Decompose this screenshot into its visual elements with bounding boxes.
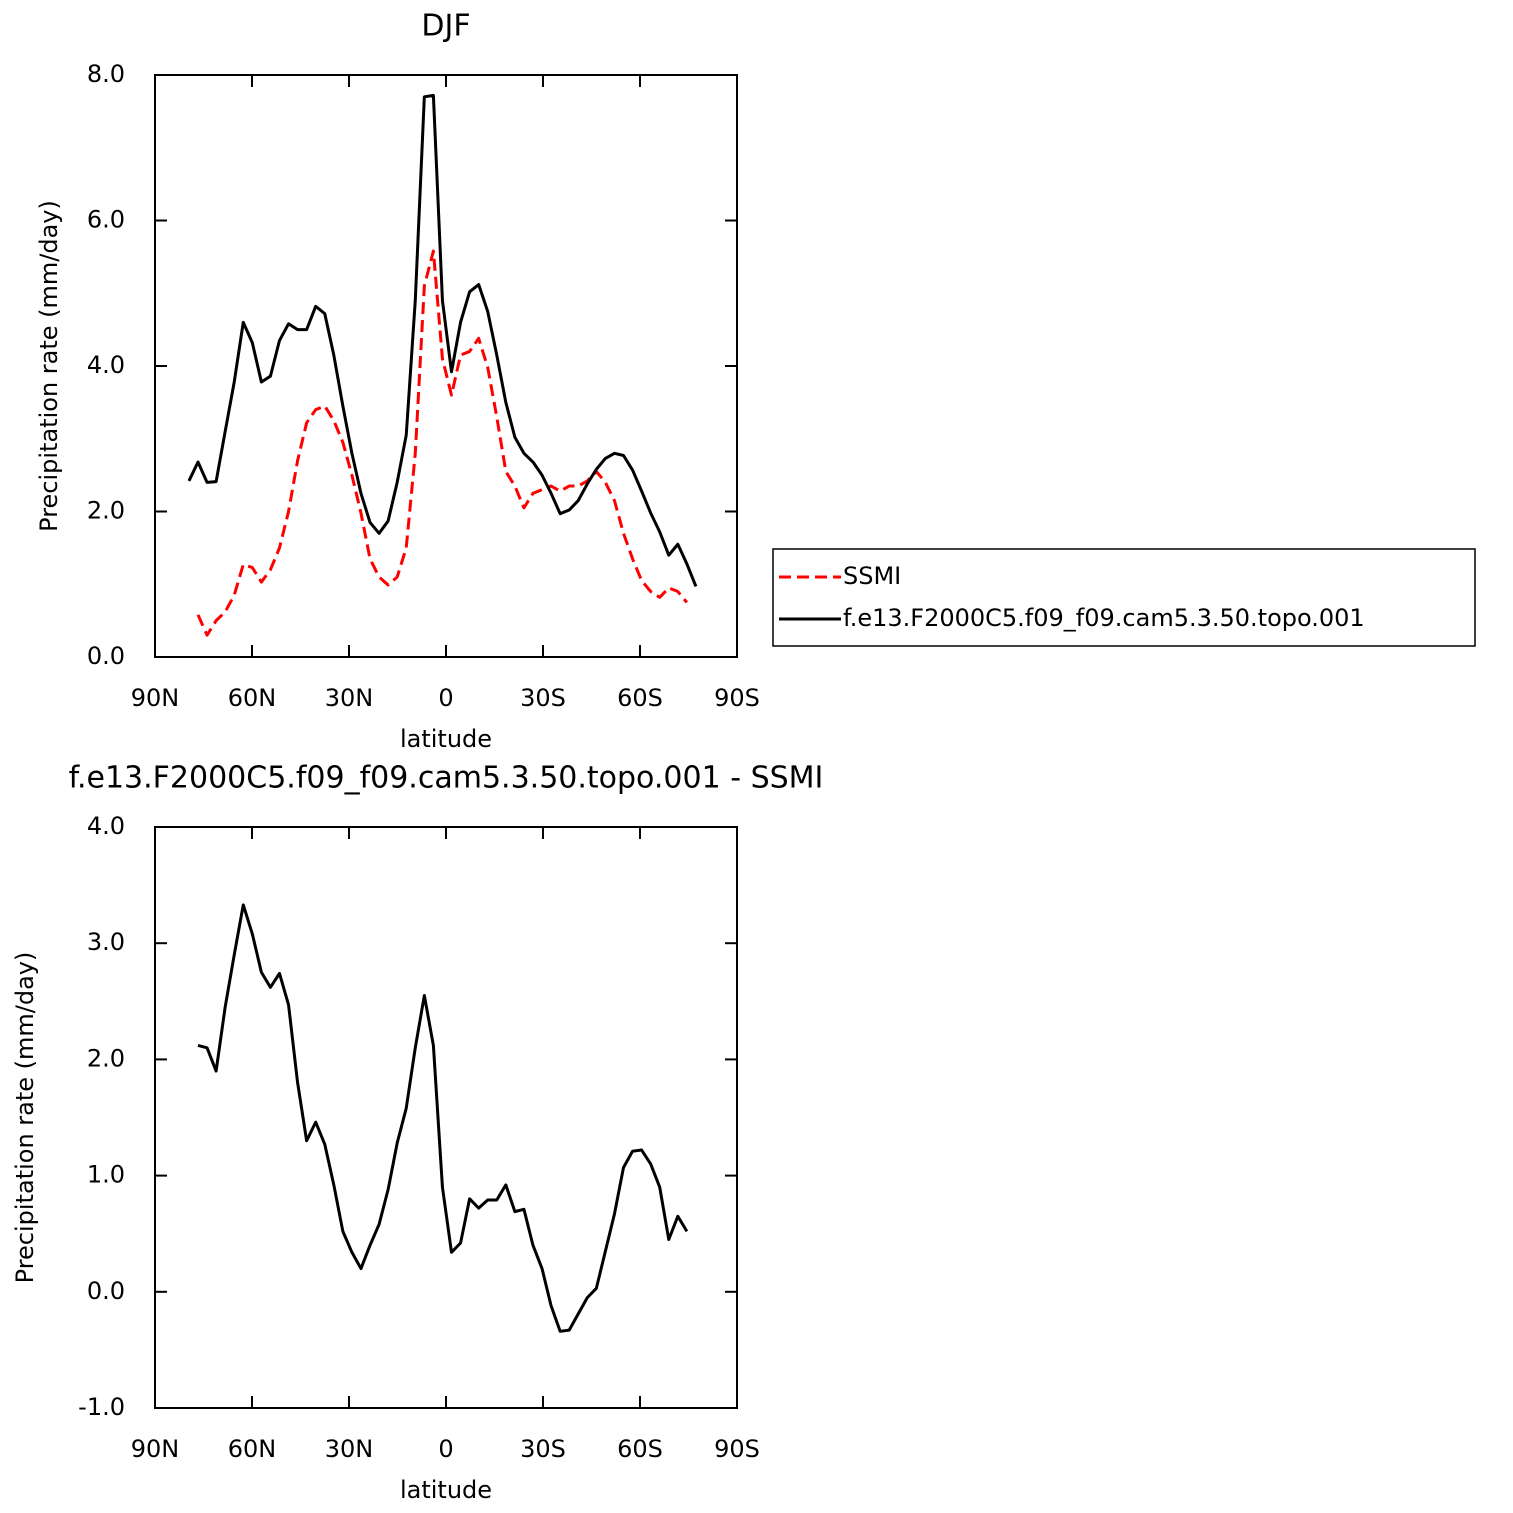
x-tick-label: 90N bbox=[131, 1435, 180, 1463]
x-axis-label: latitude bbox=[400, 1476, 492, 1504]
y-tick-label: 8.0 bbox=[87, 60, 125, 88]
legend-label: SSMI bbox=[843, 562, 901, 590]
x-tick-label: 60N bbox=[228, 684, 277, 712]
series-line bbox=[187, 93, 698, 587]
x-tick-label: 60N bbox=[228, 1435, 277, 1463]
y-tick-label: 2.0 bbox=[87, 1044, 125, 1072]
x-tick-label: 90S bbox=[714, 684, 760, 712]
y-tick-label: 4.0 bbox=[87, 351, 125, 379]
x-tick-label: 60S bbox=[617, 1435, 663, 1463]
x-tick-label: 0 bbox=[438, 684, 453, 712]
x-tick-label: 30S bbox=[520, 684, 566, 712]
chart-title: DJF bbox=[421, 9, 470, 44]
y-tick-label: 0.0 bbox=[87, 1277, 125, 1305]
legend-box bbox=[772, 548, 1476, 647]
x-tick-label: 60S bbox=[617, 684, 663, 712]
x-tick-label: 30N bbox=[325, 1435, 374, 1463]
y-tick-label: 2.0 bbox=[87, 497, 125, 525]
y-tick-label: 1.0 bbox=[87, 1161, 125, 1189]
x-tick-label: 30S bbox=[520, 1435, 566, 1463]
legend-label: f.e13.F2000C5.f09_f09.cam5.3.50.topo.001 bbox=[843, 604, 1365, 632]
chart-title: f.e13.F2000C5.f09_f09.cam5.3.50.topo.001… bbox=[69, 761, 824, 796]
y-tick-label: 0.0 bbox=[87, 642, 125, 670]
y-tick-label: -1.0 bbox=[78, 1393, 125, 1421]
y-tick-label: 4.0 bbox=[87, 812, 125, 840]
y-axis-label: Precipitation rate (mm/day) bbox=[11, 952, 39, 1284]
y-tick-label: 3.0 bbox=[87, 928, 125, 956]
y-tick-label: 6.0 bbox=[87, 206, 125, 234]
y-axis-label: Precipitation rate (mm/day) bbox=[35, 200, 63, 532]
x-tick-label: 90N bbox=[131, 684, 180, 712]
series-line bbox=[196, 249, 689, 637]
x-tick-label: 30N bbox=[325, 684, 374, 712]
x-tick-label: 90S bbox=[714, 1435, 760, 1463]
x-tick-label: 0 bbox=[438, 1435, 453, 1463]
x-axis-label: latitude bbox=[400, 725, 492, 753]
series-line bbox=[197, 903, 689, 1333]
